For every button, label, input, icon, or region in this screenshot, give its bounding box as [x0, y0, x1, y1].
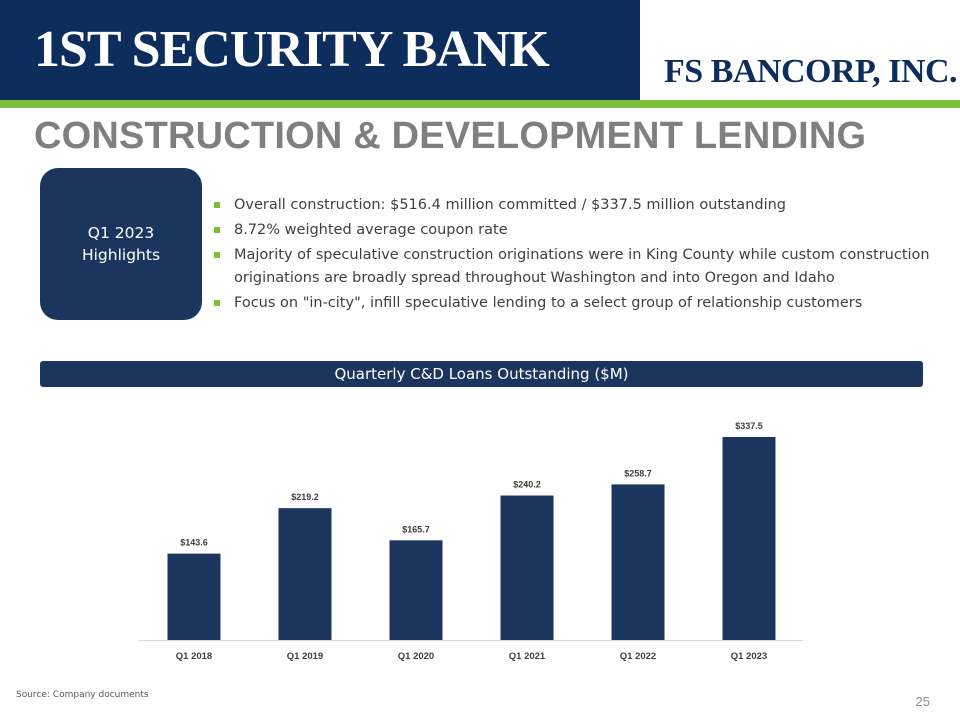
source-note: Source: Company documents — [16, 690, 149, 700]
page-number: 25 — [915, 694, 930, 709]
data-label: $258.7 — [624, 468, 652, 478]
bar-q1-2023 — [722, 437, 776, 640]
highlights-quarter: Q1 2023 — [87, 224, 155, 242]
highlights-label: Highlights — [81, 246, 161, 264]
data-label: $337.5 — [735, 421, 763, 431]
bullet-item: Overall construction: $516.4 million com… — [214, 194, 930, 217]
loans-bar-chart: $143.6 Q1 2018 $219.2 Q1 2019 $165.7 Q1 2020 $… — [139, 421, 803, 662]
page-title: CONSTRUCTION & DEVELOPMENT LENDING — [34, 115, 867, 157]
bar-q1-2018 — [167, 553, 221, 640]
x-tick-label: Q1 2022 — [620, 651, 656, 662]
header-right-panel — [640, 0, 960, 100]
bar-q1-2020 — [389, 540, 443, 640]
header-band — [0, 0, 640, 100]
bullet-item: Focus on "in-city", infill speculative l… — [214, 292, 930, 315]
x-tick-label: Q1 2021 — [509, 651, 546, 662]
data-label: $165.7 — [402, 524, 430, 534]
first-security-bank-logo: 1ST SECURITY BANK — [34, 21, 550, 78]
chart-title: Quarterly C&D Loans Outstanding ($M) — [40, 361, 923, 387]
x-tick-label: Q1 2018 — [176, 651, 212, 662]
data-label: $219.2 — [291, 492, 319, 502]
x-tick-label: Q1 2019 — [287, 651, 323, 662]
bar-q1-2019 — [278, 508, 332, 640]
data-label: $240.2 — [513, 480, 541, 490]
bullet-item: 8.72% weighted average coupon rate — [214, 219, 930, 242]
green-divider — [0, 100, 960, 108]
bar-q1-2021 — [500, 495, 554, 640]
highlights-box: Q1 2023 Highlights — [40, 168, 202, 320]
data-label: $143.6 — [180, 538, 208, 548]
bullet-item: Majority of speculative construction ori… — [214, 244, 930, 290]
x-tick-label: Q1 2020 — [398, 651, 434, 662]
x-tick-label: Q1 2023 — [731, 651, 767, 662]
fs-bancorp-logo: FS BANCORP, INC. — [664, 53, 958, 90]
bar-q1-2022 — [611, 484, 665, 640]
highlights-list: Overall construction: $516.4 million com… — [214, 194, 930, 317]
